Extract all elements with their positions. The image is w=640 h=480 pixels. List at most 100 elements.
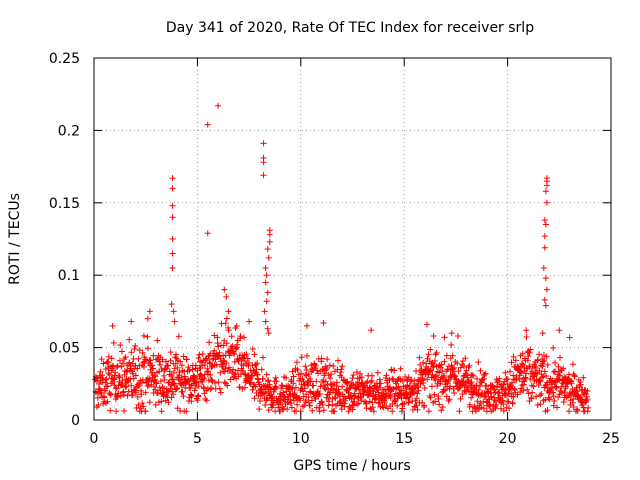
data-point xyxy=(375,389,382,396)
data-point xyxy=(441,372,448,379)
x-axis-tick-labels: 0 5 10 15 20 25 xyxy=(90,431,620,447)
data-point xyxy=(169,214,176,221)
data-point xyxy=(466,362,473,369)
data-point xyxy=(430,333,437,340)
data-point xyxy=(264,325,271,332)
data-point xyxy=(508,359,515,366)
data-point xyxy=(528,395,535,402)
data-point xyxy=(537,401,544,408)
data-point xyxy=(216,349,223,356)
data-point xyxy=(425,351,432,358)
data-point xyxy=(174,385,181,392)
data-point xyxy=(216,385,223,392)
data-point xyxy=(207,371,214,378)
data-point xyxy=(421,402,428,409)
data-point xyxy=(557,354,564,361)
data-point xyxy=(358,397,365,404)
data-point xyxy=(106,371,113,378)
y-axis-label: ROTI / TECUs xyxy=(7,193,23,285)
data-point xyxy=(425,408,432,415)
data-point xyxy=(500,401,507,408)
data-point xyxy=(107,407,114,414)
data-point xyxy=(553,384,560,391)
data-point xyxy=(192,362,199,369)
data-point xyxy=(266,381,273,388)
data-point xyxy=(326,398,333,405)
data-point xyxy=(478,404,485,411)
data-point xyxy=(405,399,412,406)
data-point xyxy=(374,369,381,376)
data-point xyxy=(569,361,576,368)
data-point xyxy=(180,393,187,400)
data-point xyxy=(503,404,510,411)
data-point xyxy=(105,359,112,366)
data-point xyxy=(308,397,315,404)
data-point xyxy=(505,398,512,405)
data-point xyxy=(560,365,567,372)
data-point xyxy=(161,376,168,383)
data-point xyxy=(537,378,544,385)
data-point xyxy=(414,384,421,391)
data-point xyxy=(298,354,305,361)
data-point xyxy=(307,378,314,385)
data-point xyxy=(253,366,260,373)
data-point xyxy=(259,354,266,361)
data-point xyxy=(326,362,333,369)
data-point xyxy=(336,399,343,406)
data-point xyxy=(460,363,467,370)
data-point xyxy=(571,373,578,380)
data-point xyxy=(266,238,273,245)
data-point xyxy=(543,373,550,380)
data-point xyxy=(258,366,265,373)
data-point xyxy=(312,362,319,369)
data-point xyxy=(272,374,279,381)
data-point xyxy=(137,405,144,412)
data-point xyxy=(289,368,296,375)
data-point xyxy=(231,358,238,365)
data-point xyxy=(156,384,163,391)
data-point xyxy=(500,381,507,388)
data-point xyxy=(454,333,461,340)
data-point xyxy=(363,399,370,406)
data-point xyxy=(140,359,147,366)
data-point xyxy=(247,380,254,387)
data-point xyxy=(574,407,581,414)
data-point xyxy=(460,373,467,380)
data-point xyxy=(556,391,563,398)
data-point xyxy=(165,379,172,386)
data-point xyxy=(237,333,244,340)
data-point xyxy=(288,376,295,383)
y-tick-label: 0.1 xyxy=(58,268,80,284)
data-point xyxy=(166,368,173,375)
data-point xyxy=(525,390,532,397)
data-point xyxy=(199,362,206,369)
data-point xyxy=(263,298,270,305)
data-point xyxy=(377,384,384,391)
data-point xyxy=(457,364,464,371)
data-point xyxy=(400,383,407,390)
data-point xyxy=(555,363,562,370)
data-point xyxy=(103,376,110,383)
data-point xyxy=(417,381,424,388)
data-point xyxy=(396,375,403,382)
data-point xyxy=(298,370,305,377)
data-point xyxy=(262,402,269,409)
data-point xyxy=(320,319,327,326)
data-point xyxy=(199,350,206,357)
data-point xyxy=(202,356,209,363)
data-point xyxy=(144,345,151,352)
data-point xyxy=(316,408,323,415)
data-point xyxy=(427,367,434,374)
data-point xyxy=(550,402,557,409)
data-point xyxy=(254,360,261,367)
data-point xyxy=(108,355,115,362)
data-point xyxy=(102,400,109,407)
data-point xyxy=(195,392,202,399)
data-point xyxy=(157,361,164,368)
data-point xyxy=(420,359,427,366)
data-point xyxy=(355,383,362,390)
data-point xyxy=(262,279,269,286)
data-point xyxy=(507,368,514,375)
data-point xyxy=(162,358,169,365)
